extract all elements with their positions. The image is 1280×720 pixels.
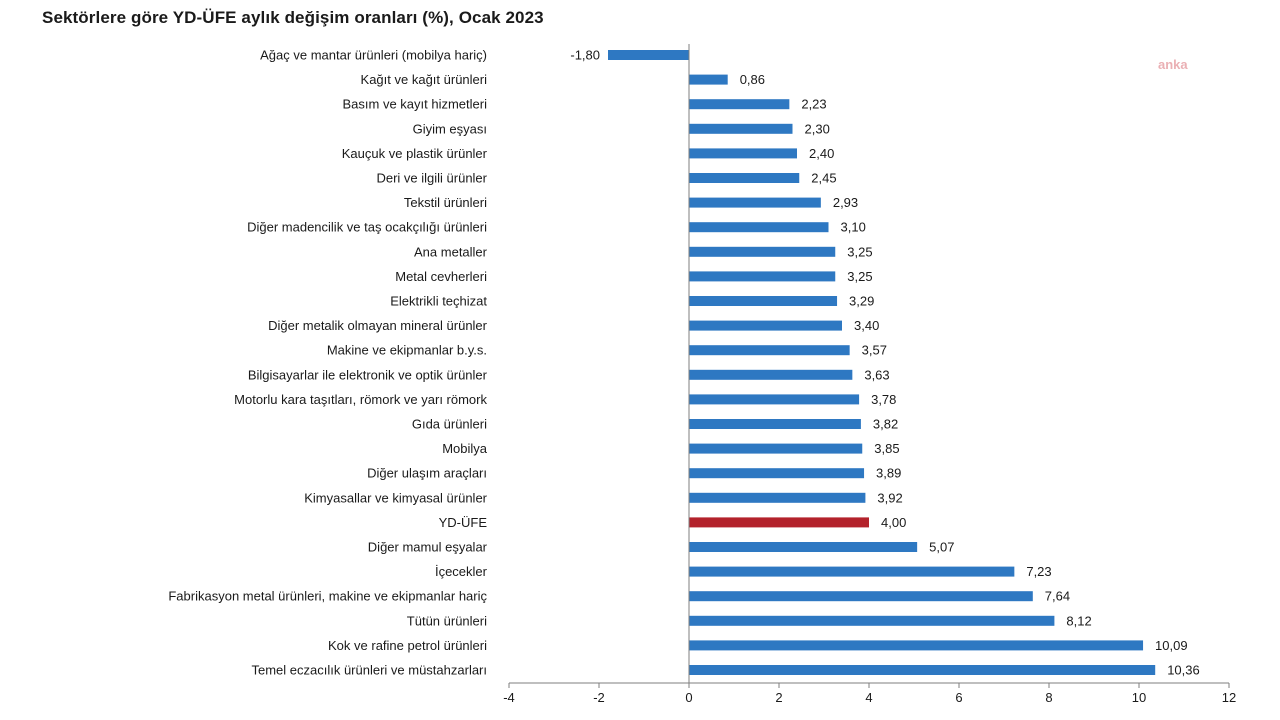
- bar: [689, 296, 838, 306]
- value-label: 8,12: [1066, 613, 1091, 628]
- category-label: Fabrikasyon metal ürünleri, makine ve ek…: [168, 589, 487, 604]
- category-label: YD-ÜFE: [439, 515, 488, 530]
- value-label: 3,29: [849, 294, 874, 309]
- value-label: 5,07: [929, 540, 954, 555]
- bar: [689, 591, 1033, 602]
- bar: [689, 640, 1144, 651]
- value-label: 3,82: [873, 417, 898, 432]
- category-label: Gıda ürünleri: [412, 417, 487, 432]
- watermark-logo: anka: [1158, 57, 1188, 72]
- value-label: 7,64: [1045, 589, 1070, 604]
- value-label: 2,23: [801, 97, 826, 112]
- chart-title: Sektörlere göre YD-ÜFE aylık değişim ora…: [42, 8, 544, 27]
- bar: [689, 74, 728, 85]
- category-label: Mobilya: [442, 441, 488, 456]
- bar: [689, 468, 865, 479]
- value-label: 3,85: [874, 441, 899, 456]
- category-label: Temel eczacılık ürünleri ve müstahzarlar…: [251, 663, 487, 678]
- x-tick-label: 2: [775, 690, 782, 705]
- bar: [689, 222, 829, 233]
- bar: [689, 394, 860, 405]
- bar: [689, 419, 861, 429]
- bar: [689, 148, 797, 159]
- bar: [689, 123, 793, 134]
- category-label: Ana metaller: [414, 244, 488, 259]
- category-label: Makine ve ekipmanlar b.y.s.: [327, 343, 487, 358]
- bar: [689, 320, 842, 331]
- value-label: 3,92: [877, 490, 902, 505]
- value-label: 10,09: [1155, 638, 1188, 653]
- bar: [689, 197, 821, 208]
- bar: [689, 369, 853, 380]
- category-label: Elektrikli teçhizat: [390, 294, 487, 309]
- value-label: 10,36: [1167, 663, 1200, 678]
- bar: [689, 173, 800, 183]
- value-label: 4,00: [881, 515, 906, 530]
- category-label: Kağıt ve kağıt ürünleri: [361, 72, 488, 87]
- bar: [689, 99, 790, 110]
- value-label: 2,45: [811, 171, 836, 186]
- value-label: 3,25: [847, 244, 872, 259]
- bar: [689, 542, 918, 552]
- value-label: 7,23: [1026, 564, 1051, 579]
- x-tick-label: -4: [503, 690, 515, 705]
- bar: [689, 566, 1015, 577]
- x-tick-label: 10: [1132, 690, 1146, 705]
- value-label: 2,93: [833, 195, 858, 210]
- x-tick-label: 12: [1222, 690, 1236, 705]
- bars-layer: [608, 50, 1156, 675]
- x-tick-label: -2: [593, 690, 605, 705]
- category-label: İçecekler: [435, 564, 488, 579]
- category-label: Diğer madencilik ve taş ocakçılığı ürünl…: [247, 220, 487, 235]
- bar: [689, 615, 1055, 626]
- category-label: Metal cevherleri: [395, 269, 487, 284]
- category-label: Deri ve ilgili ürünler: [376, 171, 487, 186]
- bar: [689, 665, 1156, 675]
- value-label: -1,80: [570, 48, 600, 63]
- category-label: Diğer metalik olmayan mineral ürünler: [268, 318, 488, 333]
- category-label: Motorlu kara taşıtları, römork ve yarı r…: [234, 392, 487, 407]
- value-label: 2,40: [809, 146, 834, 161]
- category-label: Basım ve kayıt hizmetleri: [343, 97, 488, 112]
- category-label: Bilgisayarlar ile elektronik ve optik ür…: [248, 367, 488, 382]
- category-label: Tekstil ürünleri: [404, 195, 487, 210]
- bar: [608, 50, 689, 60]
- bar: [689, 443, 863, 454]
- x-tick-label: 4: [865, 690, 872, 705]
- x-tick-label: 6: [955, 690, 962, 705]
- value-label: 3,40: [854, 318, 879, 333]
- category-label: Giyim eşyası: [413, 121, 487, 136]
- bar: [689, 271, 836, 282]
- value-label: 3,89: [876, 466, 901, 481]
- bar: [689, 246, 836, 257]
- value-label: 3,63: [864, 367, 889, 382]
- value-label: 3,10: [841, 220, 866, 235]
- x-tick-label: 0: [685, 690, 692, 705]
- bar: [689, 345, 850, 356]
- axis-layer: [508, 44, 1230, 688]
- category-label: Ağaç ve mantar ürünleri (mobilya hariç): [260, 48, 487, 63]
- category-label: Kok ve rafine petrol ürünleri: [328, 638, 487, 653]
- value-label: 3,25: [847, 269, 872, 284]
- category-label: Diğer ulaşım araçları: [367, 466, 487, 481]
- value-label: 2,30: [805, 121, 830, 136]
- x-tick-label: 8: [1045, 690, 1052, 705]
- value-label: 3,57: [862, 343, 887, 358]
- value-label: 0,86: [740, 72, 765, 87]
- bar-highlight: [689, 517, 869, 528]
- value-label: 3,78: [871, 392, 896, 407]
- bar: [689, 492, 866, 503]
- category-label: Tütün ürünleri: [407, 613, 487, 628]
- category-label: Diğer mamul eşyalar: [368, 540, 488, 555]
- labels-layer: Ağaç ve mantar ürünleri (mobilya hariç) -…: [168, 48, 1236, 706]
- category-label: Kauçuk ve plastik ürünler: [342, 146, 488, 161]
- category-label: Kimyasallar ve kimyasal ürünler: [304, 490, 487, 505]
